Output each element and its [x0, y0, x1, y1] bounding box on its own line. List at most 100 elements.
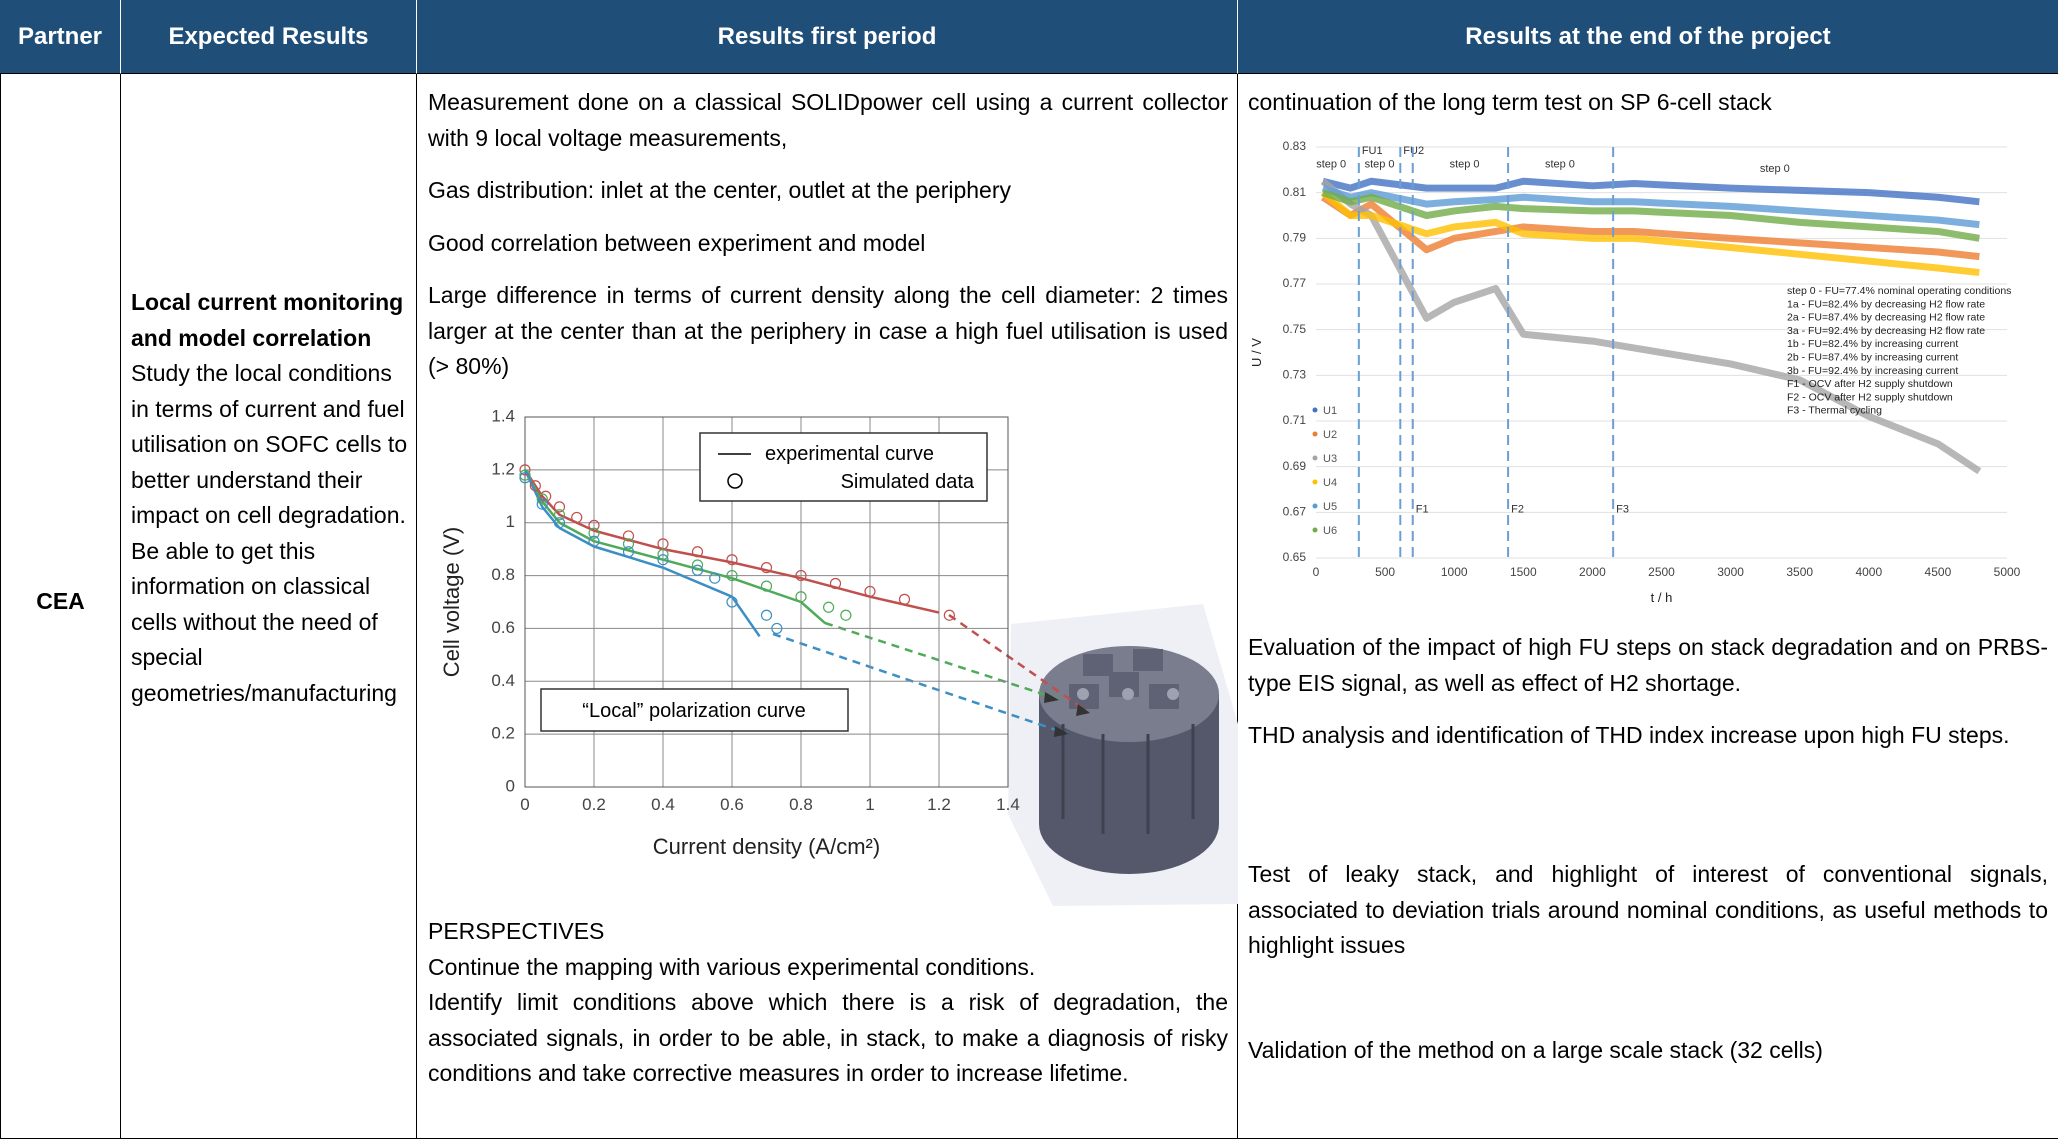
annotation: step 0 [1365, 159, 1395, 171]
y-tick-label: 0.71 [1283, 413, 1307, 427]
x-tick-label: 500 [1375, 565, 1395, 579]
header-cell: Results at the end of the project [1238, 0, 2058, 74]
x-tick-label: 4000 [1855, 565, 1882, 579]
y-tick-label: 0.81 [1283, 185, 1307, 199]
legend-label: experimental curve [765, 443, 934, 465]
simulated-point [762, 610, 772, 620]
legend-label: U5 [1323, 501, 1337, 513]
legend-label: U3 [1323, 453, 1337, 465]
page: {"table": { "header": ["Partner", "Expec… [0, 0, 2058, 1139]
paragraph: continuation of the long term test on SP… [1248, 85, 2048, 121]
expected-text: Study the local conditions in terms of c… [131, 356, 409, 534]
polarization-figure: 0 0.2 0.4 0.6 0.8 1 1.2 1.4 0 0.2 0.4 0.6 0.8 1 1.2 1.4… [433, 394, 1238, 912]
paragraph: Evaluation of the impact of high FU step… [1248, 630, 2048, 701]
cell-illustration [1008, 604, 1238, 906]
event-label: F3 [1616, 503, 1629, 515]
perspective-item: Identify limit conditions above which th… [428, 985, 1228, 1092]
legend-marker [1313, 456, 1318, 461]
x-tick-label: 1 [865, 795, 874, 814]
x-tick-label: 1.4 [996, 795, 1020, 814]
header-cell: Results first period [417, 0, 1238, 74]
legend-marker [1313, 528, 1318, 533]
paragraph: Measurement done on a classical SOLIDpow… [428, 85, 1228, 156]
x-tick-label: 0.8 [789, 795, 813, 814]
legend-note: F3 - Thermal cycling [1787, 405, 1882, 417]
partner: CEA [0, 588, 121, 615]
y-tick-label: 0.73 [1283, 368, 1307, 382]
y-tick-label: 0.65 [1283, 550, 1307, 564]
y-axis-label: Cell voltage (V) [439, 527, 464, 677]
legend-note: F2 - OCV after H2 supply shutdown [1787, 391, 1953, 403]
y-tick-label: 0.69 [1283, 459, 1307, 473]
expected-title: Local current monitoring and model corre… [131, 285, 409, 356]
simulated-point [900, 594, 910, 604]
simulated-point [841, 610, 851, 620]
event-label: F1 [1416, 503, 1429, 515]
y-tick-label: 0.67 [1283, 505, 1307, 519]
y-tick-label: 1.4 [491, 406, 515, 425]
annotation: “Local” polarization curve [582, 700, 805, 722]
perspectives: PERSPECTIVES Continue the mapping with v… [428, 914, 1228, 1092]
y-tick-label: 0.79 [1283, 231, 1307, 245]
y-tick-label: 0.6 [491, 618, 515, 637]
legend-note: 2a - FU=87.4% by decreasing H2 flow rate [1787, 312, 1985, 324]
header-text: Results at the end of the project [1465, 23, 1830, 51]
x-axis-label: Current density (A/cm²) [653, 834, 880, 859]
x-tick-label: 5000 [1994, 565, 2021, 579]
legend-label: U1 [1323, 405, 1337, 417]
legend-note: 3a - FU=92.4% by decreasing H2 flow rate [1787, 325, 1985, 337]
annotation: step 0 [1545, 159, 1575, 171]
legend-label: U2 [1323, 429, 1337, 441]
x-tick-label: 2500 [1648, 565, 1675, 579]
y-tick-label: 0.8 [491, 565, 515, 584]
y-tick-label: 1 [506, 512, 515, 531]
y-tick-label: 0.2 [491, 724, 515, 743]
y-tick-label: 0 [506, 776, 515, 795]
x-tick-label: 3500 [1786, 565, 1813, 579]
y-tick-label: 0.4 [491, 671, 515, 690]
event-label: FU1 [1362, 145, 1383, 157]
long-term-figure: 0.650.670.690.710.730.750.770.790.810.83… [1247, 138, 2028, 610]
paragraph: Good correlation between experiment and … [428, 226, 1228, 262]
perspective-item: Continue the mapping with various experi… [428, 950, 1228, 986]
x-axis-label: t / h [1651, 590, 1673, 605]
simulated-point [824, 602, 834, 612]
y-tick-label: 1.2 [491, 459, 515, 478]
x-tick-label: 0 [520, 795, 529, 814]
legend-note: 3b - FU=92.4% by increasing current [1787, 365, 1958, 377]
header-text: Results first period [718, 23, 937, 51]
annotation: step 0 [1450, 159, 1480, 171]
header-text: Partner [18, 23, 102, 51]
paragraph: THD analysis and identification of THD i… [1248, 718, 2048, 754]
x-tick-label: 0 [1313, 565, 1320, 579]
series-line [1323, 181, 1979, 202]
expected-text: Be able to get this information on class… [131, 534, 409, 712]
x-tick-label: 0.2 [582, 795, 606, 814]
header-cell: Partner [0, 0, 121, 74]
legend-note: 1b - FU=82.4% by increasing current [1787, 338, 1958, 350]
x-tick-label: 0.6 [720, 795, 744, 814]
legend-note: step 0 - FU=77.4% nominal operating cond… [1787, 285, 2011, 297]
event-label: F2 [1511, 503, 1524, 515]
header-cell: Expected Results [121, 0, 417, 74]
annotation: step 0 [1316, 159, 1346, 171]
legend-marker [1313, 480, 1318, 485]
x-tick-label: 1500 [1510, 565, 1537, 579]
y-tick-label: 0.77 [1283, 276, 1307, 290]
x-tick-label: 2000 [1579, 565, 1606, 579]
x-tick-label: 1.2 [927, 795, 951, 814]
x-tick-label: 0.4 [651, 795, 675, 814]
expected-results: Local current monitoring and model corre… [131, 285, 409, 711]
header-text: Expected Results [168, 23, 368, 51]
y-tick-label: 0.83 [1283, 139, 1307, 153]
legend-label: Simulated data [841, 471, 975, 493]
perspectives-title: PERSPECTIVES [428, 914, 1228, 950]
legend-label: U4 [1323, 477, 1337, 489]
legend-note: 2b - FU=87.4% by increasing current [1787, 352, 1958, 364]
paragraph: Gas distribution: inlet at the center, o… [428, 173, 1228, 209]
legend-marker [1313, 408, 1318, 413]
legend-marker [1313, 432, 1318, 437]
legend-note: 1a - FU=82.4% by decreasing H2 flow rate [1787, 298, 1985, 310]
paragraph: Large difference in terms of current den… [428, 278, 1228, 385]
legend-label: U6 [1323, 525, 1337, 537]
